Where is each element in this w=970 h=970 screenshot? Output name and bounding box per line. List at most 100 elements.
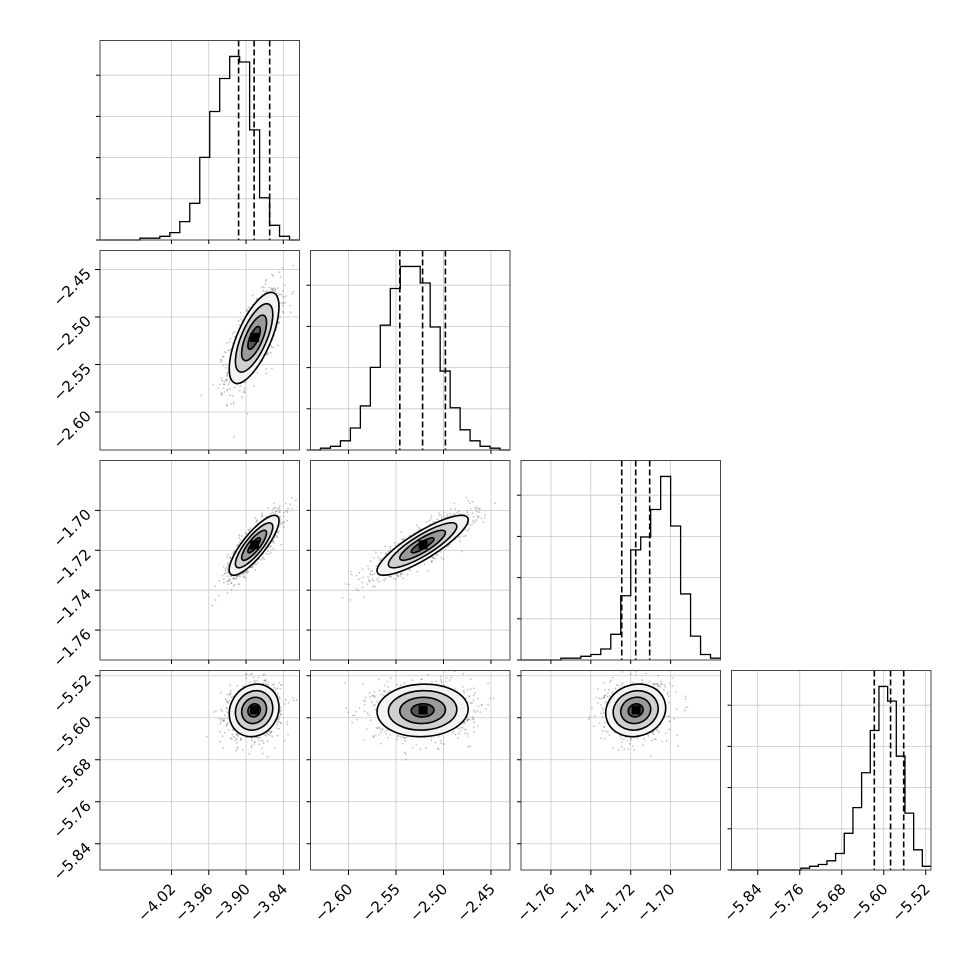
scatter-point <box>467 500 470 502</box>
scatter-point <box>472 519 474 522</box>
scatter-point <box>462 672 465 675</box>
scatter-point <box>250 744 253 747</box>
scatter-point <box>229 337 232 340</box>
scatter-point <box>273 542 276 544</box>
scatter-point <box>280 293 283 296</box>
scatter-point <box>469 507 472 510</box>
scatter-point <box>255 563 257 566</box>
scatter-point <box>206 735 208 738</box>
scatter-point <box>363 738 366 741</box>
scatter-point <box>228 341 231 343</box>
scatter-point <box>393 542 396 544</box>
scatter-point <box>473 687 475 690</box>
scatter-point <box>278 721 280 723</box>
scatter-point <box>443 511 445 514</box>
scatter-point <box>251 565 254 568</box>
scatter-point <box>279 509 281 512</box>
scatter-point <box>218 580 221 582</box>
scatter-point <box>358 572 360 574</box>
scatter-point <box>262 752 264 755</box>
scatter-point <box>229 689 232 692</box>
scatter-point <box>271 367 273 370</box>
scatter-point <box>200 394 203 397</box>
scatter-point <box>270 346 273 349</box>
scatter-point <box>282 304 284 307</box>
scatter-point <box>374 551 377 554</box>
scatter-point <box>261 514 264 517</box>
scatter-point <box>226 375 228 378</box>
scatter-point <box>273 686 276 689</box>
scatter-point <box>224 567 226 570</box>
scatter-point <box>221 710 224 713</box>
scatter-point <box>257 676 260 679</box>
scatter-point <box>226 568 229 570</box>
scatter-point <box>258 558 261 561</box>
scatter-point <box>367 576 369 578</box>
scatter-point <box>480 517 483 520</box>
scatter-point <box>248 306 250 309</box>
scatter-point <box>387 550 390 552</box>
scatter-point <box>440 681 443 684</box>
scatter-point <box>228 349 231 352</box>
scatter-point <box>341 596 344 599</box>
scatter-point <box>227 583 230 585</box>
scatter-point <box>355 574 358 577</box>
scatter-point <box>241 749 244 751</box>
scatter-point <box>278 507 281 509</box>
scatter-point <box>383 684 386 687</box>
scatter-point <box>278 293 281 295</box>
scatter-point <box>270 287 273 290</box>
scatter-point <box>215 709 217 712</box>
scatter-point <box>247 571 250 573</box>
scatter-point <box>395 574 398 577</box>
scatter-point <box>276 531 279 534</box>
histogram-panel-2 <box>306 250 511 451</box>
scatter-point <box>286 511 289 514</box>
scatter-point <box>471 512 474 515</box>
scatter-point <box>224 697 227 700</box>
scatter-point <box>237 583 240 585</box>
scatter-point <box>222 355 225 358</box>
scatter-point <box>368 579 371 582</box>
scatter-point <box>281 523 283 525</box>
scatter-point <box>220 708 223 711</box>
scatter-point <box>358 707 361 710</box>
scatter-point <box>278 511 281 514</box>
scatter-point <box>265 682 267 685</box>
scatter-point <box>226 717 229 720</box>
scatter-point <box>467 514 469 516</box>
scatter-point <box>214 599 217 601</box>
scatter-point <box>237 575 240 577</box>
scatter-point <box>224 731 226 734</box>
scatter-point <box>222 565 225 568</box>
scatter-point <box>213 711 215 713</box>
scatter-point <box>226 556 229 559</box>
scatter-point <box>431 560 434 563</box>
scatter-point <box>425 520 428 523</box>
scatter-point <box>276 287 279 289</box>
scatter-point <box>291 292 294 295</box>
scatter-point <box>261 558 263 561</box>
scatter-point <box>274 290 276 292</box>
scatter-point <box>229 557 232 559</box>
scatter-point <box>260 739 262 742</box>
scatter-point <box>351 714 354 717</box>
scatter-point <box>276 723 278 726</box>
scatter-point <box>233 549 236 552</box>
scatter-point <box>290 497 293 499</box>
histogram-panel-4 <box>727 670 932 871</box>
scatter-panel-3-1 <box>99 460 300 661</box>
scatter-point <box>430 517 433 520</box>
scatter-point <box>285 295 288 298</box>
scatter-point <box>474 520 476 523</box>
scatter-point <box>222 747 225 749</box>
scatter-point <box>432 520 435 523</box>
scatter-point <box>417 526 420 529</box>
scatter-point <box>459 540 461 542</box>
scatter-point <box>448 679 451 682</box>
scatter-point <box>226 372 229 375</box>
scatter-point <box>472 718 474 721</box>
scatter-point <box>239 311 242 314</box>
scatter-point <box>347 711 349 714</box>
scatter-point <box>222 383 225 386</box>
